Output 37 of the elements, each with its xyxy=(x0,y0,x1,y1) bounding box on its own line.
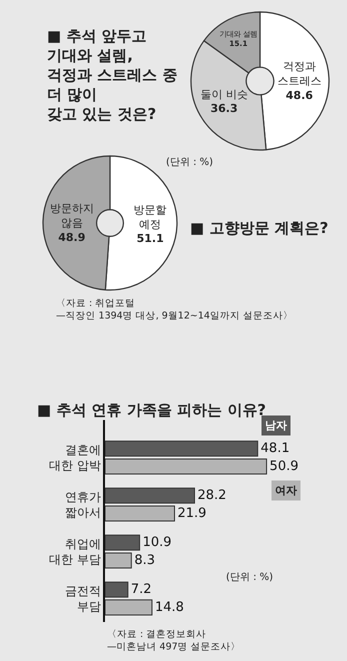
text: (단위 : %) xyxy=(166,157,214,168)
y-tick-label: 취업에 대한 부담 xyxy=(49,536,101,567)
data-label: 10.9 xyxy=(142,535,172,550)
data-label: 28.2 xyxy=(198,488,226,504)
y-tick-label: 금전적 부담 xyxy=(64,584,101,614)
bar xyxy=(105,440,258,457)
data-label: 21.9 xyxy=(178,506,206,521)
bar xyxy=(105,582,128,598)
text: ■ 고향방문 계획은? xyxy=(190,219,328,237)
data-label: 51.1 xyxy=(136,232,164,246)
data-label: 48.9 xyxy=(58,230,86,244)
bar xyxy=(105,534,140,551)
data-label: 48.6 xyxy=(286,88,314,102)
bar xyxy=(105,599,152,616)
slice-label: 방문할 예정 xyxy=(134,204,167,231)
data-label: 48.1 xyxy=(260,441,290,456)
data-label: 7.2 xyxy=(130,582,152,598)
data-label: 8.3 xyxy=(134,552,156,568)
data-label: 14.8 xyxy=(154,600,184,615)
y-tick-label: 연휴가 짧아서 xyxy=(64,490,101,520)
bar xyxy=(105,488,195,504)
series-label: 여자 xyxy=(275,484,297,497)
annotation: (단위 : %) xyxy=(226,572,274,583)
y-tick-label: 결혼에 대한 압박 xyxy=(49,442,101,473)
bar xyxy=(105,458,268,475)
text: 〈자료 : 취업포털 —직장인 1394명 대상, 9월12~14일까지 설문조사〉 xyxy=(56,298,293,322)
data-label: 50.9 xyxy=(270,459,298,474)
slice-label: 둘이 비슷 xyxy=(200,88,248,101)
slice-label: 걱정과 스트레스 xyxy=(277,60,322,88)
text: ■ 추석 앞두고 기대와 설렘, 걱정과 스트레스 중 더 많이 갖고 있는 것은? xyxy=(47,27,178,123)
text: 〈자료 : 결혼정보회사 —미혼남녀 497명 설문조사〉 xyxy=(107,629,241,652)
chart-title: ■ 추석 연휴 가족을 피하는 이유? xyxy=(37,401,266,419)
bar xyxy=(105,505,175,522)
slice-label: 방문하지 않음 xyxy=(50,202,94,230)
bar xyxy=(105,552,132,568)
series-label: 남자 xyxy=(265,419,287,432)
data-label: 36.3 xyxy=(210,102,238,116)
